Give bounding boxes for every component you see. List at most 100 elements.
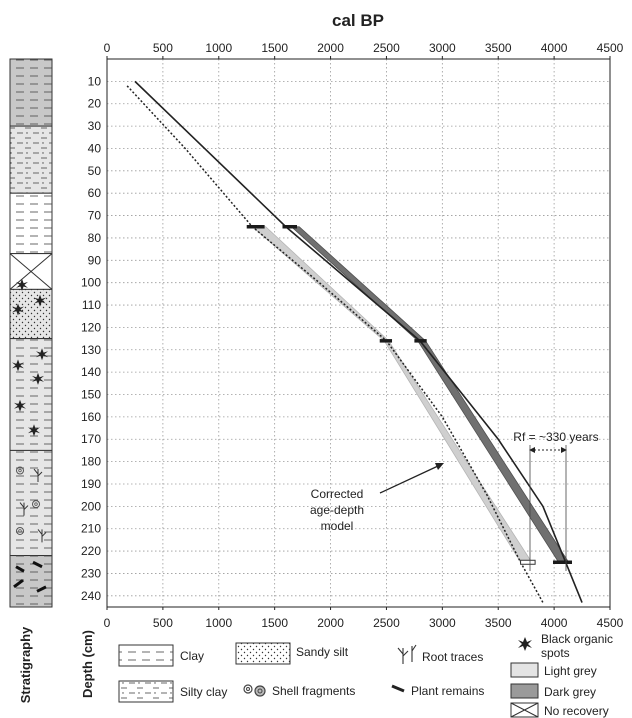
legend-shell-label: Shell fragments [272, 684, 355, 698]
y-tick-label: 130 [81, 343, 101, 357]
stratigraphy-pattern [10, 450, 52, 556]
legend-sandy-silt-swatch [235, 642, 291, 665]
x-tick-label-bottom: 4000 [541, 616, 568, 630]
black-spot-icon [36, 348, 48, 361]
shell-fragment-icon [32, 500, 40, 509]
legend-black-spots-line1: Black organic [541, 632, 613, 646]
plant-remains-icon [391, 684, 405, 693]
x-tick-label-top: 0 [104, 41, 111, 55]
y-tick-label: 80 [88, 231, 102, 245]
y-tick-label: 230 [81, 566, 101, 580]
model-label-line1: Corrected [311, 487, 364, 501]
black-spot-icon [518, 637, 532, 651]
y-tick-label: 100 [81, 276, 101, 290]
shell-fragment-icon [243, 684, 266, 697]
x-tick-label-bottom: 4500 [597, 616, 624, 630]
y-tick-label: 70 [88, 209, 102, 223]
x-tick-label-bottom: 2000 [317, 616, 344, 630]
legend-clay-label: Clay [180, 649, 204, 663]
stratigraphy-pattern [10, 193, 52, 254]
rf-label: Rf = ~330 years [513, 430, 598, 444]
model-annotation: Corrected age-depth model [310, 463, 444, 533]
x-tick-label-top: 2500 [373, 41, 400, 55]
x-tick-label-bottom: 1000 [205, 616, 232, 630]
stratigraphy-label: Stratigraphy [18, 626, 33, 703]
age-depth-line [134, 80, 583, 603]
legend-light-grey-label: Light grey [544, 664, 597, 678]
model-label-line2: age-depth [310, 503, 364, 517]
legend: Clay Silty clay Sandy silt Shell fragmen… [118, 632, 613, 718]
x-tick-label-bottom: 3000 [429, 616, 456, 630]
rf-annotation: Rf = ~330 years [513, 430, 599, 571]
legend-sandy-silt-label: Sandy silt [296, 645, 349, 659]
y-tick-label: 200 [81, 499, 101, 513]
black-spot-icon [12, 359, 24, 372]
x-tick-label-top: 3000 [429, 41, 456, 55]
chart-title: cal BP [332, 11, 384, 30]
y-tick-label: 120 [81, 320, 101, 334]
y-tick-label: 20 [88, 97, 102, 111]
stratigraphy-pattern [10, 555, 52, 607]
model-arrow [379, 465, 439, 494]
plant-remains-icon [36, 585, 47, 593]
black-spot-icon [34, 294, 46, 307]
legend-light-grey-swatch [510, 662, 539, 678]
y-tick-label: 210 [81, 522, 101, 536]
legend-no-recovery-label: No recovery [544, 704, 609, 718]
legend-root-label: Root traces [422, 650, 483, 664]
y-tick-label: 60 [88, 186, 102, 200]
plot-frame [106, 58, 611, 608]
stratigraphy-pattern [10, 289, 52, 339]
y-tick-label: 10 [88, 74, 102, 88]
x-tick-label-bottom: 1500 [261, 616, 288, 630]
plant-remains-icon [32, 560, 43, 569]
x-tick-label-top: 3500 [485, 41, 512, 55]
stratigraphy-pattern [10, 59, 52, 127]
legend-dark-grey-swatch [510, 683, 539, 699]
legend-silty-clay-pattern [119, 681, 173, 702]
plant-remains-icon [13, 578, 24, 589]
y-tick-label: 190 [81, 477, 101, 491]
y-tick-label: 240 [81, 589, 101, 603]
y-tick-label: 170 [81, 432, 101, 446]
black-spot-icon [14, 399, 26, 412]
legend-black-spots-line2: spots [541, 646, 570, 660]
shell-fragment-icon [16, 526, 24, 535]
root-traces-icon [37, 529, 47, 543]
x-tick-label-bottom: 2500 [373, 616, 400, 630]
y-tick-label: 110 [82, 298, 101, 312]
y-tick-label: 30 [88, 119, 102, 133]
root-traces-icon [397, 644, 417, 664]
x-tick-label-top: 4000 [541, 41, 568, 55]
black-spot-icon [16, 278, 28, 291]
model-label-line3: model [321, 519, 354, 533]
legend-plant-label: Plant remains [411, 684, 484, 698]
black-spot-icon [12, 303, 24, 316]
y-axis-label: Depth (cm) [80, 630, 95, 698]
y-tick-label: 40 [88, 141, 102, 155]
x-tick-label-top: 1500 [261, 41, 288, 55]
stratigraphy-pattern [10, 126, 52, 194]
shell-fragment-icon [16, 466, 24, 475]
x-tick-label-bottom: 0 [104, 616, 111, 630]
legend-no-recovery-swatch [510, 702, 539, 718]
x-tick-label-top: 1000 [205, 41, 232, 55]
y-tick-label: 90 [88, 253, 102, 267]
y-tick-label: 180 [81, 455, 101, 469]
black-spot-icon [28, 424, 40, 437]
legend-dark-grey-label: Dark grey [544, 685, 596, 699]
x-tick-label-top: 4500 [597, 41, 624, 55]
legend-clay-pattern [119, 645, 173, 666]
stratigraphy-column [9, 58, 53, 608]
y-tick-label: 220 [81, 544, 101, 558]
y-tick-label: 140 [81, 365, 101, 379]
no-recovery-cross [9, 253, 53, 290]
x-tick-label-top: 500 [153, 41, 173, 55]
root-traces-icon [19, 502, 29, 516]
model-arrowhead [435, 463, 444, 470]
date-bar-hollow [520, 559, 536, 565]
y-tick-label: 50 [88, 164, 102, 178]
rf-arrowhead-right [561, 447, 567, 453]
black-spot-icon [32, 372, 44, 385]
